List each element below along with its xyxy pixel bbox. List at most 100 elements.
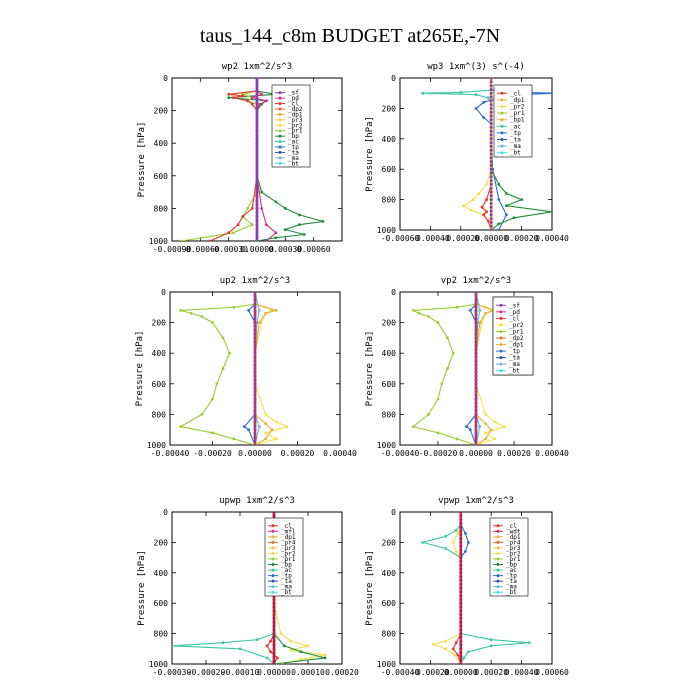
data-point-pr2 (484, 413, 487, 416)
legend-label: _pr1 (288, 128, 303, 135)
data-point-bp (505, 192, 508, 195)
center-marker (474, 409, 478, 413)
data-point-pr2 (462, 204, 466, 208)
data-point-pr2 (477, 192, 481, 195)
legend-marker (496, 585, 500, 589)
chart-panel-1: wp2 1xm^2/s^3 Pressure [hPa] 0 200 400 600 800… (137, 62, 343, 254)
center-marker (489, 186, 493, 190)
center-marker (272, 651, 276, 655)
x-tick-label: 0.00040 (535, 449, 569, 458)
data-point-bp (512, 216, 516, 220)
center-marker (253, 324, 257, 328)
legend-label: _ac (288, 139, 299, 146)
y-tick-label: 200 (154, 538, 169, 547)
center-marker (272, 635, 276, 639)
center-marker (253, 313, 257, 317)
data-point-bp (497, 222, 501, 226)
legend-label: _tp (506, 573, 517, 580)
legend-marker (499, 316, 503, 320)
data-point-pr1 (180, 239, 183, 241)
legend-label: _ma (281, 584, 292, 591)
y-tick-label: 800 (382, 630, 397, 639)
data-point-pr1 (451, 351, 455, 355)
data-point-cl (265, 644, 269, 648)
data-point-tp (247, 428, 251, 432)
legend-marker (500, 98, 504, 102)
y-tick-label: 0 (391, 508, 396, 517)
center-marker (459, 586, 463, 590)
data-point-bp (505, 204, 508, 208)
center-marker (474, 336, 478, 340)
x-tick-label: -0.00020 (187, 668, 226, 677)
legend-marker (499, 303, 503, 307)
center-marker (489, 152, 493, 156)
legend-marker (271, 551, 275, 555)
data-point-tp (497, 198, 501, 202)
center-marker (489, 106, 493, 110)
legend-marker (500, 151, 504, 155)
x-tick-label: 0.00000 (459, 449, 493, 458)
data-point-pr1 (179, 425, 183, 428)
legend-label: _dp1 (281, 534, 296, 541)
data-point-pd (265, 99, 268, 103)
data-point-pr2 (432, 642, 435, 646)
data-point-bp (497, 183, 501, 186)
y-tick-label: 600 (382, 380, 397, 389)
center-marker (489, 167, 493, 171)
panel-title: up2 1xm^2/s^3 (220, 276, 290, 286)
y-tick-label: 600 (154, 172, 169, 181)
legend: _cl_mfl_dp1_pr4_pr3_pr2_pr1_bp_ac_tp_ta_… (264, 517, 304, 597)
legend-label: _ma (510, 143, 521, 150)
center-marker (459, 563, 463, 567)
legend-label: _cl (510, 90, 521, 97)
legend-label: _pr1 (281, 556, 296, 563)
series-line-bp (228, 90, 324, 241)
legend-label: _cl (506, 523, 517, 530)
data-point-ac (489, 638, 493, 642)
legend-label: _pd (509, 309, 520, 316)
data-point-pr2 (285, 425, 289, 428)
legend-label: _cl (288, 101, 299, 108)
center-marker (255, 113, 259, 117)
legend-marker (500, 105, 504, 108)
legend-marker (496, 529, 500, 533)
y-tick-label: 400 (382, 135, 397, 144)
legend-label: _ta (506, 578, 517, 585)
plot-area (179, 292, 289, 445)
data-point-ac (454, 528, 458, 532)
x-tick-label: 0.00040 (505, 668, 539, 677)
data-point-pr1 (232, 305, 236, 309)
center-marker (255, 84, 259, 88)
center-marker (489, 182, 493, 186)
data-point-pr2 (323, 653, 327, 657)
center-marker (459, 575, 463, 579)
center-marker (474, 340, 478, 344)
legend-label: _ta (509, 355, 520, 362)
data-point-pr1 (221, 367, 225, 370)
legend-marker (271, 574, 275, 578)
center-marker (255, 231, 259, 235)
data-point-dp1 (484, 312, 487, 315)
center-marker (474, 305, 478, 309)
data-point-dp1 (264, 437, 267, 441)
center-marker (474, 351, 478, 355)
legend-label: _ac (506, 567, 517, 574)
center-marker (253, 397, 257, 401)
y-tick-label: 0 (391, 74, 396, 83)
center-marker (474, 309, 478, 313)
chart-panel-2: wp3 1xm^(3) s^(-4) Pressure [hPa] 0 200 400 6… (365, 62, 569, 243)
center-marker (459, 616, 463, 620)
legend-marker (496, 590, 500, 594)
legend: _sf_pd_cl_dp2_dp1_pr3_pr2_pr1_bp_ac_tp_t… (271, 84, 311, 168)
x-tick-label: -0.00060 (381, 234, 420, 243)
center-marker (489, 95, 493, 99)
y-tick-label: 800 (382, 410, 397, 419)
center-marker (489, 160, 493, 164)
legend-marker (278, 112, 282, 116)
center-marker (253, 424, 257, 428)
data-point-ac (421, 541, 425, 544)
y-tick-label: 1000 (149, 237, 168, 246)
center-marker (474, 294, 478, 298)
data-point-pr1 (228, 351, 231, 355)
x-tick-label: -0.00040 (381, 449, 420, 458)
